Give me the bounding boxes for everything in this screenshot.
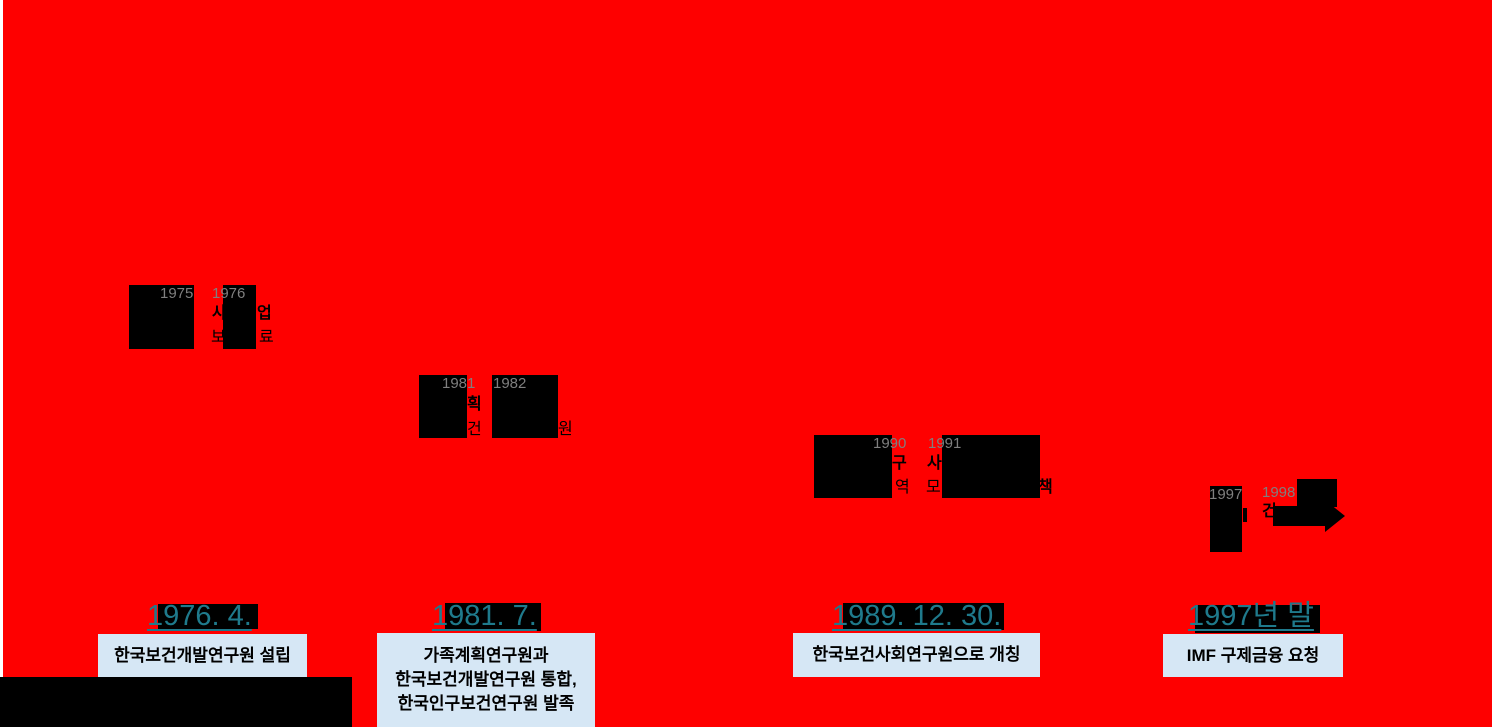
text-fragment: 업 — [257, 305, 272, 322]
text-fragment: 사 — [927, 455, 942, 472]
milestone-card-4: IMF 구제금융 요청 — [1163, 634, 1343, 677]
date-highlight-bg — [445, 603, 541, 631]
redaction-box-1991 — [942, 435, 1040, 498]
text-fragment: 사 — [212, 305, 227, 322]
milestone-card-3: 한국보건사회연구원으로 개칭 — [793, 633, 1040, 677]
text-fragment-sliver — [1243, 508, 1247, 522]
text-fragment: 획 — [467, 396, 482, 413]
year-label-1997: 1997 — [1209, 486, 1243, 503]
milestone-card-2: 가족계획연구원과 한국보건개발연구원 통합, 한국인구보건연구원 발족 — [377, 633, 595, 727]
redaction-arrow-body — [1273, 506, 1325, 526]
text-fragment: 책 — [1038, 479, 1053, 496]
text-fragment: 건 — [467, 421, 482, 438]
milestone-card-text: 가족계획연구원과 — [423, 646, 549, 665]
text-fragment: 역 — [895, 479, 910, 496]
milestone-card-text: 한국보건개발연구원 통합, — [395, 670, 577, 689]
milestone-card-text: 한국보건사회연구원으로 개칭 — [812, 645, 1021, 664]
year-label-1998: 1998 — [1262, 484, 1296, 501]
milestone-card-1: 한국보건개발연구원 설립 — [98, 634, 307, 677]
date-highlight-bg — [158, 604, 258, 629]
redaction-box-1997 — [1210, 486, 1242, 552]
text-fragment: 원 — [558, 421, 573, 438]
text-fragment: 료 — [259, 329, 274, 346]
text-fragment: 구 — [892, 455, 907, 472]
milestone-card-text: 한국인구보건연구원 발족 — [397, 694, 575, 713]
text-fragment: 건 — [1262, 503, 1277, 520]
bottom-redaction-block — [0, 677, 352, 727]
redaction-box-1976 — [223, 285, 256, 349]
date-highlight-bg — [843, 603, 1004, 630]
year-label-1991: 1991 — [928, 435, 962, 452]
milestone-date-1: 1976. 4. — [147, 600, 252, 632]
year-label-1981: 1981 — [442, 375, 476, 392]
redaction-box-1982 — [492, 375, 558, 438]
redaction-box-1975 — [129, 285, 194, 349]
right-arrow-icon — [1325, 500, 1345, 532]
milestone-date-3: 1989. 12. 30. — [832, 600, 1002, 632]
text-fragment: 모 — [926, 479, 941, 496]
year-label-1982: 1982 — [493, 375, 527, 392]
text-fragment: 보 — [211, 329, 226, 346]
redaction-box-1990 — [814, 435, 892, 498]
milestone-card-text: IMF 구제금융 요청 — [1186, 645, 1320, 665]
date-highlight-bg — [1195, 605, 1320, 633]
year-label-1976: 1976 — [212, 285, 246, 302]
milestone-date-4: 1997년 말 — [1188, 600, 1314, 632]
year-label-1990: 1990 — [873, 435, 907, 452]
milestone-card-text: 한국보건개발연구원 설립 — [114, 645, 291, 665]
year-label-1975: 1975 — [160, 285, 194, 302]
milestone-date-2: 1981. 7. — [432, 600, 537, 632]
redaction-box-1981 — [419, 375, 467, 438]
